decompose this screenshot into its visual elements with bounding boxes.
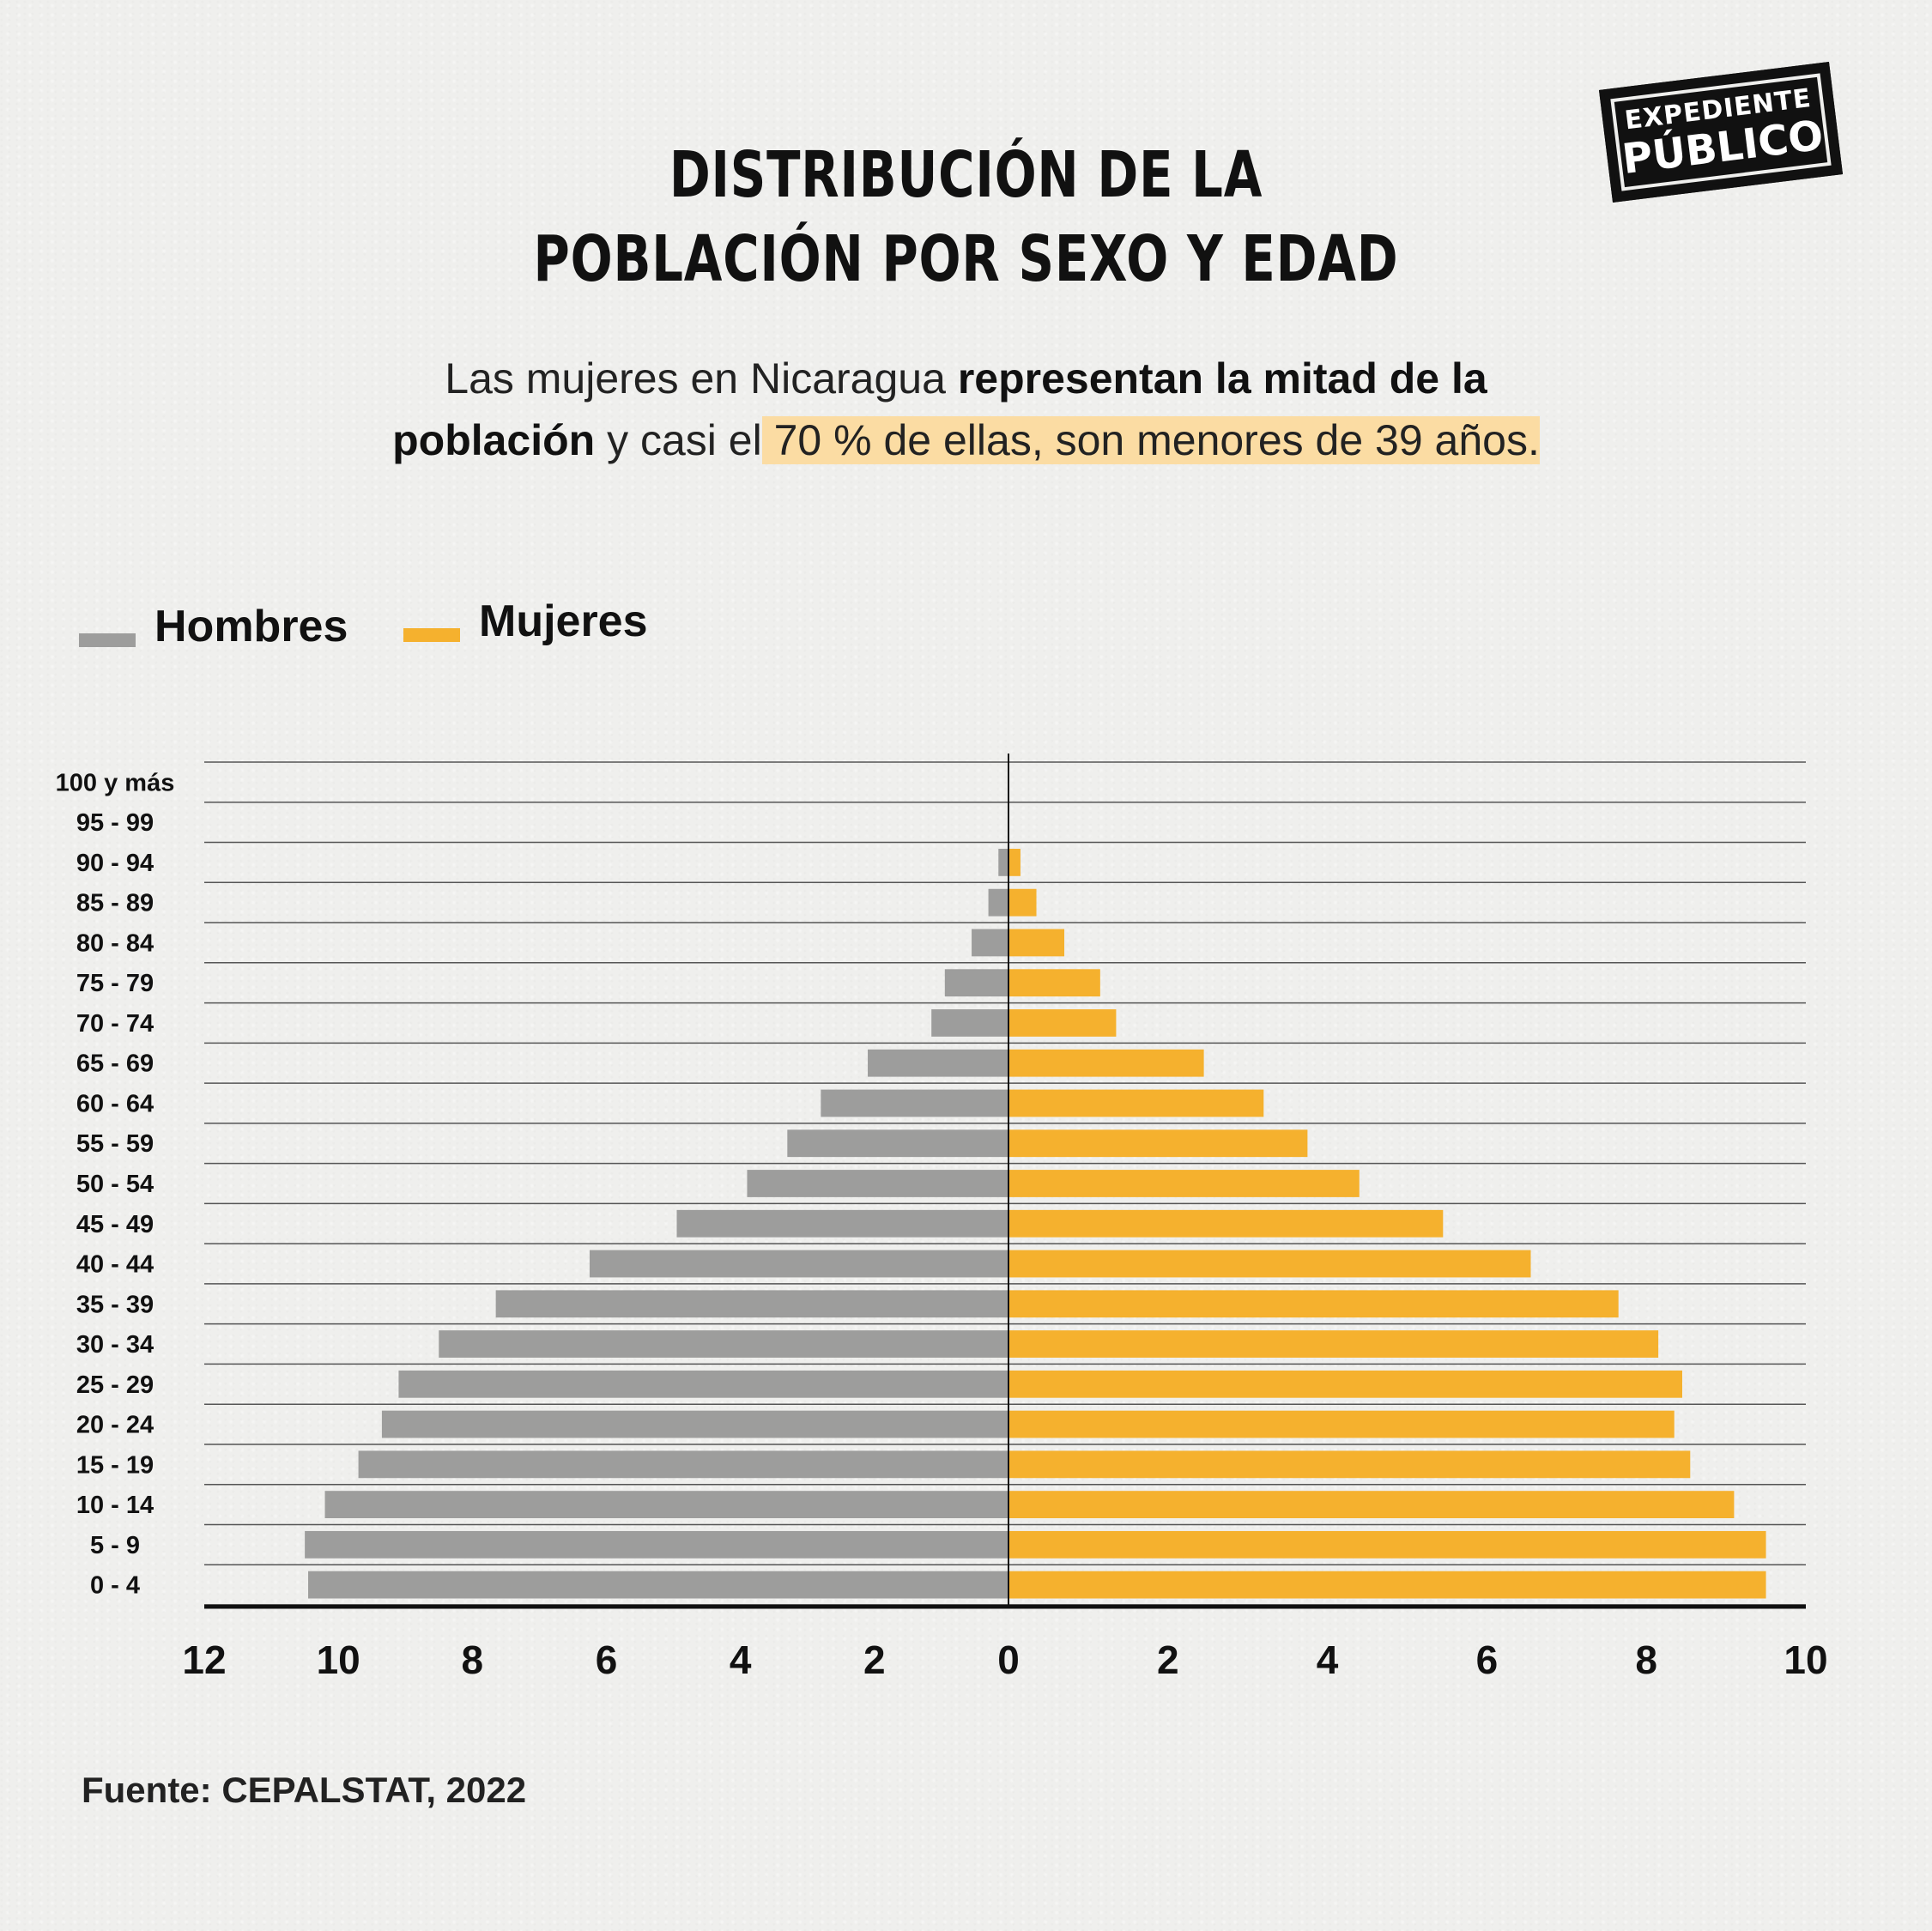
title-line-2: POBLACIÓN POR SEXO Y EDAD [533, 222, 1399, 296]
bar-hombres [787, 1129, 1008, 1158]
bar-layer [305, 849, 1766, 1599]
bar-mujeres [1008, 1049, 1204, 1077]
category-label: 45 - 49 [76, 1211, 154, 1238]
x-tick-label: 8 [1635, 1637, 1657, 1682]
category-label: 10 - 14 [76, 1492, 154, 1519]
bar-mujeres [1008, 1290, 1619, 1318]
x-tick-label: 2 [863, 1637, 886, 1682]
bar-hombres [308, 1571, 1008, 1599]
bar-hombres [398, 1370, 1009, 1398]
bar-mujeres [1008, 1250, 1531, 1278]
category-label: 60 - 64 [76, 1090, 154, 1117]
subtitle: Las mujeres en Nicaragua representan la … [0, 348, 1932, 471]
category-label: 80 - 84 [76, 929, 154, 957]
bar-mujeres [1008, 1089, 1264, 1117]
subtitle-text-2: y casi el [595, 416, 762, 464]
bar-mujeres [1008, 1330, 1659, 1358]
source-note: Fuente: CEPALSTAT, 2022 [82, 1770, 527, 1810]
subtitle-highlight: 70 % de ellas, son menores de 39 años. [761, 416, 1540, 464]
bar-hombres [439, 1330, 1009, 1358]
x-tick-label: 4 [730, 1637, 752, 1682]
bar-hombres [495, 1290, 1008, 1318]
subtitle-text-1: Las mujeres en Nicaragua [445, 354, 958, 403]
x-tick-label: 6 [596, 1637, 618, 1682]
bar-hombres [324, 1491, 1008, 1518]
legend-swatch-mujeres [403, 628, 460, 642]
x-tick-label: 2 [1157, 1637, 1179, 1682]
category-label: 5 - 9 [90, 1532, 140, 1559]
x-tick-label: 8 [462, 1637, 484, 1682]
bar-mujeres [1008, 1170, 1360, 1197]
bar-hombres [821, 1089, 1008, 1117]
title-line-1: DISTRIBUCIÓN DE LA [669, 138, 1263, 212]
bar-mujeres [1008, 1009, 1117, 1037]
bar-hombres [868, 1049, 1008, 1077]
x-tick-label: 4 [1317, 1637, 1339, 1682]
x-tick-label: 0 [997, 1637, 1020, 1682]
category-label: 25 - 29 [76, 1371, 154, 1399]
subtitle-bold-1: representan la mitad de la [957, 354, 1487, 403]
bar-mujeres [1008, 1129, 1308, 1158]
category-label: 40 - 44 [76, 1251, 154, 1279]
population-pyramid-chart: 100 y más 95 - 99 90 - 94 85 - 89 80 - 84 75 … [56, 754, 1828, 1682]
category-label: 90 - 94 [76, 850, 154, 877]
bar-mujeres [1008, 969, 1100, 997]
x-tick-label: 6 [1476, 1637, 1499, 1682]
bar-mujeres [1008, 1571, 1766, 1599]
bar-hombres [747, 1170, 1008, 1197]
category-label: 0 - 4 [90, 1572, 140, 1600]
bar-mujeres [1008, 1370, 1683, 1398]
bar-mujeres [1008, 1491, 1735, 1518]
category-label: 70 - 74 [76, 1010, 154, 1038]
bar-mujeres [1008, 888, 1037, 917]
bar-hombres [988, 888, 1008, 917]
bar-hombres [358, 1450, 1008, 1479]
bar-mujeres [1008, 1410, 1675, 1438]
x-tick-label: 10 [317, 1637, 360, 1682]
bar-hombres [972, 929, 1008, 957]
category-label: 30 - 34 [76, 1331, 154, 1359]
category-label: 15 - 19 [76, 1451, 154, 1479]
x-tick-label: 12 [182, 1637, 226, 1682]
category-label: 55 - 59 [76, 1130, 154, 1158]
category-label: 100 y más [56, 769, 175, 796]
category-label: 20 - 24 [76, 1412, 154, 1439]
bar-hombres [381, 1410, 1008, 1438]
axis-layer [204, 754, 1806, 1609]
category-label: 95 - 99 [76, 809, 154, 837]
category-label: 75 - 79 [76, 970, 154, 997]
legend-swatch-hombres [79, 633, 136, 647]
x-tick-label: 10 [1784, 1637, 1827, 1682]
category-label: 65 - 69 [76, 1050, 154, 1078]
legend-label-hombres: Hombres [154, 602, 348, 651]
subtitle-bold-2: población [392, 416, 596, 464]
bar-hombres [931, 1009, 1008, 1037]
bar-mujeres [1008, 1530, 1766, 1559]
category-label: 35 - 39 [76, 1291, 154, 1318]
bar-hombres [305, 1530, 1008, 1559]
page-title: DISTRIBUCIÓN DE LA POBLACIÓN POR SEXO Y … [213, 133, 1720, 301]
category-label: 50 - 54 [76, 1171, 154, 1198]
bar-mujeres [1008, 849, 1021, 876]
bar-mujeres [1008, 1209, 1444, 1238]
bar-hombres [998, 849, 1008, 876]
bar-mujeres [1008, 929, 1065, 957]
grid-layer [204, 761, 1806, 1606]
label-layer: 100 y más 95 - 99 90 - 94 85 - 89 80 - 84 75 … [56, 769, 1828, 1682]
bar-hombres [589, 1250, 1008, 1278]
category-label: 85 - 89 [76, 890, 154, 917]
bar-hombres [944, 969, 1008, 997]
bar-hombres [676, 1209, 1008, 1238]
bar-mujeres [1008, 1450, 1691, 1479]
legend-label-mujeres: Mujeres [479, 596, 648, 646]
